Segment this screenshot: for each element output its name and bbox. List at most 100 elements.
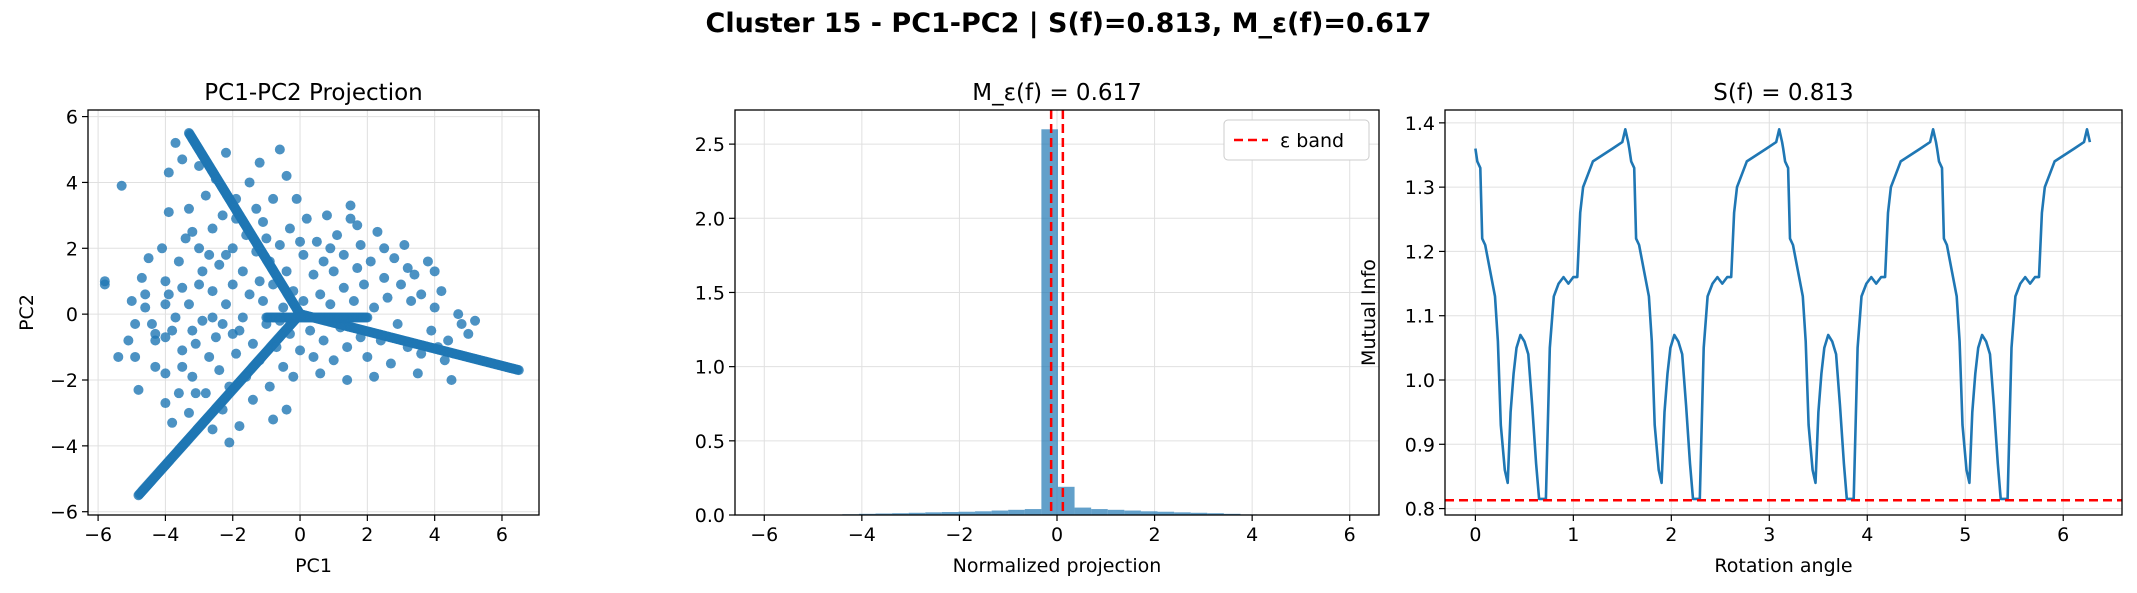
hist-bar [1041,129,1058,516]
scatter-point [247,338,258,349]
x-tick-label: 4 [1246,524,1258,546]
scatter-point [160,368,171,379]
scatter-point [224,381,235,392]
scatter-point [231,213,242,224]
scatter-point [295,345,306,356]
scatter-point [116,180,127,191]
scatter-point [406,295,417,306]
scatter-point [315,289,326,300]
scatter-point [231,348,242,359]
scatter-point [160,398,171,409]
scatter-point [207,223,218,234]
x-axis-label: PC1 [295,555,332,577]
scatter-point [308,351,319,362]
scatter-point [207,312,218,323]
scatter-point [217,404,228,415]
hist-bar [1091,509,1108,515]
scatter-point [204,249,215,260]
scatter-point [220,147,231,158]
chart-2: −6 −4 −2 0 2 4 6 0.0 0.5 1.0 1.5 2.0 2.5 M_ε(f) = 0.6… [695,80,1380,577]
scatter-point [426,325,437,336]
scatter-point [200,190,211,201]
y-tick-label: −6 [50,502,78,524]
scatter-point [365,256,376,267]
scatter-point [190,338,201,349]
y-axis-label: PC2 [16,294,38,331]
scatter-point [281,266,292,277]
scatter-point [264,381,275,392]
figure-title: Cluster 15 - PC1-PC2 | S(f)=0.813, M_ε(f… [705,8,1432,39]
hist-bar [975,511,992,515]
y-tick-label: 2.0 [695,208,725,230]
scatter-point [281,404,292,415]
x-tick-label: −6 [750,524,778,546]
scatter-point [318,256,329,267]
scatter-point [318,335,329,346]
scatter-point [470,315,481,326]
y-tick-label: 1.1 [1405,306,1435,328]
scatter-point [173,388,184,399]
scatter-point [446,375,457,385]
scatter-point [308,269,319,280]
scatter-point [348,295,359,306]
scatter-point [328,355,339,366]
scatter-point [123,335,134,346]
hist-bar [925,512,942,515]
scatter-point [140,289,151,300]
scatter-point [220,299,231,310]
scatter-point [274,240,285,250]
scatter-point [254,276,265,287]
x-tick-label: 6 [2057,524,2069,546]
scatter-point [194,279,205,290]
scatter-point [375,335,386,346]
scatter-point [167,417,178,428]
scatter-point [392,319,403,330]
scatter-point [288,286,299,297]
scatter-point [305,325,316,336]
x-tick-label: 2 [1665,524,1677,546]
legend-box [1223,119,1370,161]
x-tick-label: 0 [1469,524,1481,546]
scatter-point [315,368,326,379]
scatter-point [278,361,289,372]
y-tick-label: 1.5 [695,282,725,304]
scatter-point [170,312,181,323]
scatter-point [251,203,262,214]
x-axis-label: Rotation angle [1714,555,1852,577]
scatter-point [197,266,208,277]
scatter-point [379,243,390,254]
scatter-point [150,361,161,372]
scatter-point [163,207,174,218]
scatter-point [214,365,225,376]
scatter-point [217,210,228,221]
scatter-point [227,328,238,339]
scatter-point [177,345,188,356]
scatter-point [338,282,349,293]
scatter-point [274,315,285,326]
scatter-point [284,328,295,339]
scatter-point [268,414,279,425]
scatter-point [167,325,178,336]
scatter-point [258,216,269,227]
scatter-point [369,302,380,313]
scatter-point [264,256,275,267]
hist-bar [892,513,909,515]
scatter-point [345,200,356,211]
hist-bar [908,512,926,515]
x-tick-label: −4 [848,524,876,546]
scatter-point [160,276,171,287]
scatter-point [402,263,413,274]
scatter-point [130,319,141,330]
y-tick-label: 2.5 [695,134,725,156]
scatter-point [362,312,373,323]
scatter-point [433,342,444,353]
scatter-point [200,388,211,399]
y-tick-label: 6 [66,107,78,129]
scatter-point [220,249,231,260]
x-tick-label: −2 [945,524,973,546]
scatter-point [227,279,238,290]
x-axis-label: Normalized projection [953,555,1162,577]
scatter-point [278,302,289,313]
scatter-point [210,332,221,343]
legend-label: ε band [1280,130,1344,152]
